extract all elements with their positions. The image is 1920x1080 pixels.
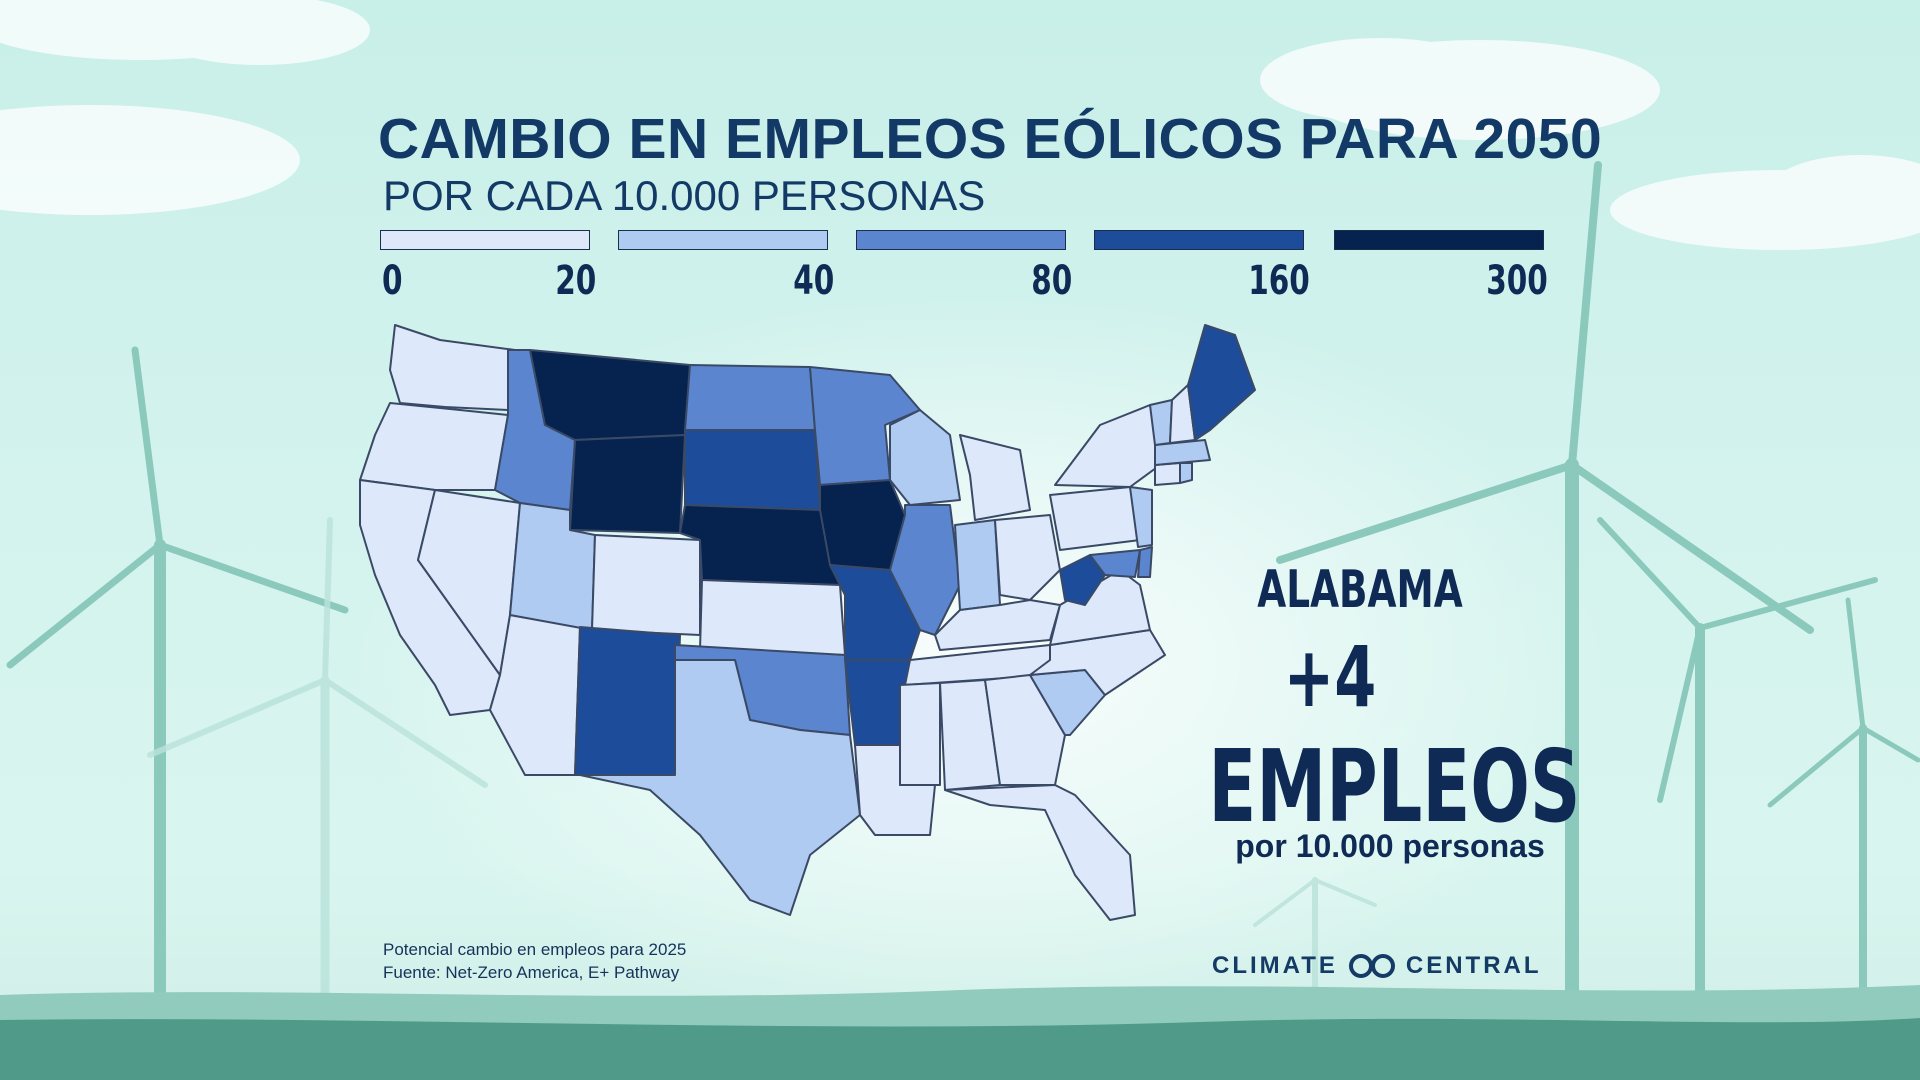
state-wy — [569, 434, 686, 534]
state-wi — [889, 409, 961, 506]
page-title: CAMBIO EN EMPLEOS EÓLICOS PARA 2050 — [378, 107, 1603, 171]
state-nc — [1029, 629, 1166, 696]
state-mi — [959, 434, 1031, 521]
state-wa — [389, 324, 516, 411]
highlight-subtext: por 10.000 personas — [1235, 828, 1545, 864]
state-ri — [1179, 462, 1193, 484]
faded-turbine-icons — [147, 517, 1377, 1005]
state-ms — [899, 682, 941, 786]
state-mt — [529, 349, 691, 441]
state-me — [1187, 324, 1256, 441]
state-vt — [1149, 399, 1173, 446]
legend-label-20: 20 — [555, 258, 597, 304]
state-co — [591, 534, 701, 636]
state-oh — [994, 514, 1061, 601]
state-nm — [574, 626, 681, 776]
state-sd — [684, 429, 821, 511]
infinity-loop-icon — [1348, 954, 1395, 978]
legend-label-300: 300 — [1486, 258, 1548, 304]
cloud-shapes — [0, 0, 1920, 250]
note-line-2: Fuente: Net-Zero America, E+ Pathway — [383, 963, 680, 982]
legend-label-0: 0 — [382, 258, 403, 304]
hill-front — [0, 1018, 1920, 1080]
us-choropleth-map — [359, 324, 1256, 921]
state-fl — [944, 784, 1136, 921]
state-ia — [819, 479, 906, 571]
legend-swatch-4 — [1094, 230, 1304, 250]
legend-swatch-2 — [618, 230, 828, 250]
note-line-1: Potencial cambio en empleos para 2025 — [383, 940, 687, 959]
highlight-unit: EMPLEOS — [1208, 728, 1581, 845]
wind-turbine-icons — [6, 161, 1920, 1007]
state-mn — [809, 366, 921, 486]
legend-label-160: 160 — [1248, 258, 1310, 304]
page-subtitle: POR CADA 10.000 PERSONAS — [383, 172, 986, 219]
highlight-state-name: ALABAMA — [1257, 560, 1463, 620]
state-pa — [1049, 486, 1141, 551]
legend-label-80: 80 — [1031, 258, 1073, 304]
state-ny — [1054, 404, 1161, 488]
state-or — [359, 402, 509, 491]
climate-central-logo: CLIMATE CENTRAL — [1212, 950, 1542, 982]
state-tx — [579, 659, 861, 916]
state-il — [889, 504, 961, 636]
highlight-value: +4 — [1283, 628, 1377, 726]
state-in — [954, 519, 1001, 611]
state-md — [1089, 549, 1141, 578]
state-ne — [679, 504, 841, 586]
state-de — [1137, 546, 1153, 578]
legend-swatch-3 — [856, 230, 1066, 250]
state-ct — [1154, 462, 1181, 486]
state-ks — [699, 579, 846, 656]
legend-label-40: 40 — [793, 258, 835, 304]
state-nd — [684, 364, 816, 431]
color-legend: 0 20 40 80 160 300 — [380, 230, 1548, 304]
logo-word-left: CLIMATE — [1212, 952, 1338, 979]
state-nj — [1129, 486, 1153, 548]
logo-word-right: CENTRAL — [1405, 952, 1542, 979]
state-wv — [1059, 554, 1106, 606]
state-ky — [934, 599, 1061, 651]
legend-swatch-5 — [1334, 230, 1544, 250]
legend-swatch-1 — [380, 230, 590, 250]
source-notes: Potencial cambio en empleos para 2025 Fu… — [383, 938, 686, 984]
